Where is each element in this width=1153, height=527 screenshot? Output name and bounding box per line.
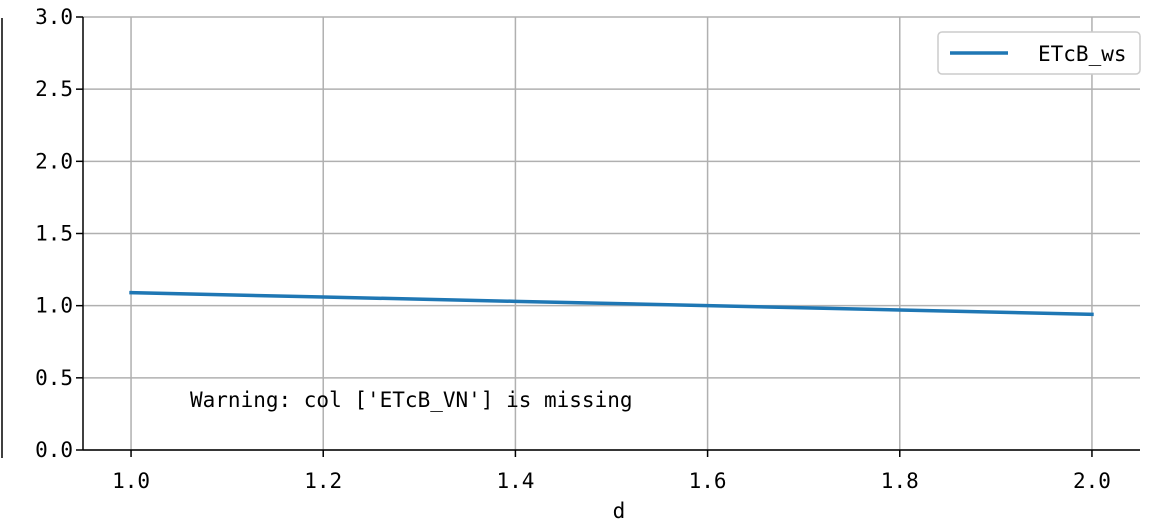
x-tick-label: 1.2 <box>304 469 342 493</box>
y-tick-label: 1.5 <box>35 222 73 246</box>
annotation-text: Warning: col ['ETcB_VN'] is missing <box>190 388 633 412</box>
y-tick-label: 2.5 <box>35 77 73 101</box>
y-tick-label: 0.0 <box>35 438 73 462</box>
series-layer <box>129 290 1094 317</box>
x-tick-label: 2.0 <box>1073 469 1111 493</box>
y-tick-label: 3.0 <box>35 5 73 29</box>
x-tick-label: 1.0 <box>112 469 150 493</box>
y-tick-label: 2.0 <box>35 149 73 173</box>
x-axis-label: d <box>613 499 626 523</box>
legend-label: ETcB_ws <box>1038 42 1127 66</box>
legend: ETcB_ws <box>937 31 1141 75</box>
x-tick-label: 1.6 <box>689 469 727 493</box>
x-tick-label: 1.4 <box>496 469 534 493</box>
legend-frame <box>937 31 1141 75</box>
series-line <box>129 290 1094 317</box>
y-tick-label: 0.5 <box>35 366 73 390</box>
grid-layer <box>83 16 1140 451</box>
ticks-layer: 1.0 1.2 1.4 1.6 1.8 2.0 0.0 0.5 1.0 1.5 2.0 2.5 3.0 <box>35 5 1111 493</box>
y-tick-label: 1.0 <box>35 294 73 318</box>
x-tick-label: 1.8 <box>881 469 919 493</box>
